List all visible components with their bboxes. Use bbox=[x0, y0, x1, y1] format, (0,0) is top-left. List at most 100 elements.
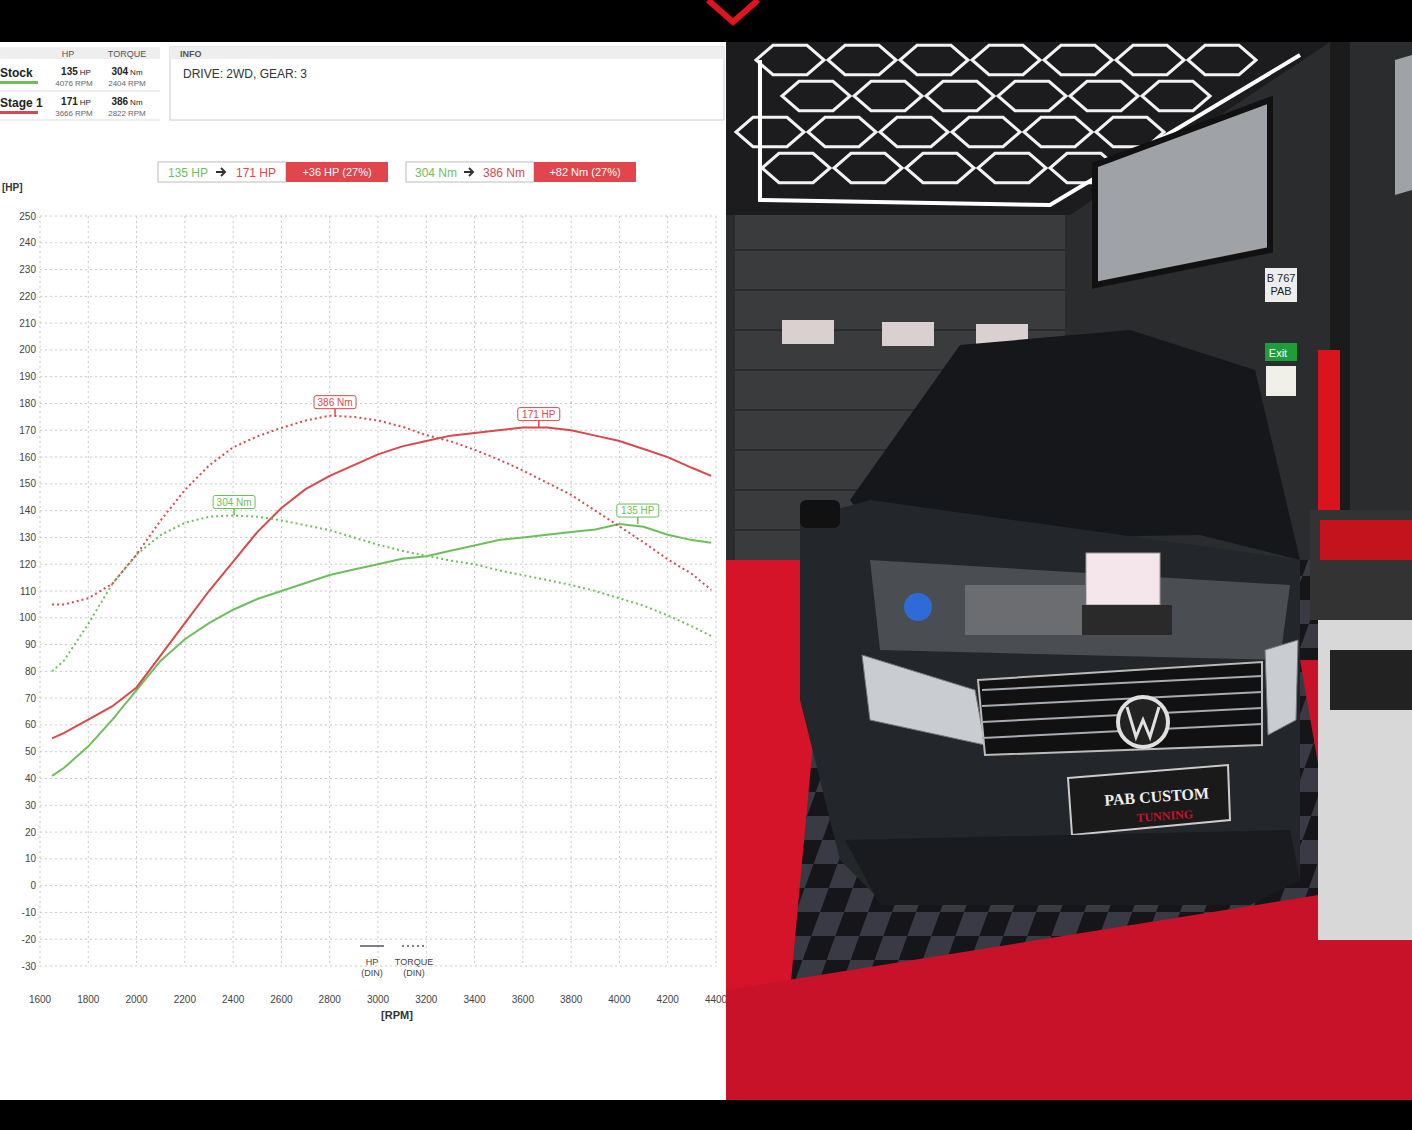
grid bbox=[40, 216, 716, 966]
x-tick-label: 3400 bbox=[463, 994, 486, 1005]
hex-light bbox=[808, 117, 876, 146]
table-unit: HP bbox=[80, 68, 91, 77]
hex-light bbox=[1044, 45, 1112, 74]
x-tick-label: 2600 bbox=[270, 994, 293, 1005]
annotation-label: 171 HP bbox=[522, 409, 556, 420]
table-divider bbox=[0, 120, 160, 121]
table-torque: 304Nm bbox=[111, 66, 142, 77]
grid-line bbox=[40, 430, 716, 431]
badge-to: 171 HP bbox=[236, 166, 276, 180]
grid-line bbox=[88, 216, 89, 966]
table-swatch bbox=[0, 81, 38, 84]
y-tick-label: 110 bbox=[20, 586, 36, 597]
y-tick-label: -10 bbox=[22, 907, 37, 918]
vw-logo bbox=[1118, 697, 1168, 747]
y-axis-label: [HP] bbox=[2, 182, 23, 193]
table-rpm: 2404RPM bbox=[108, 79, 146, 88]
hex-light bbox=[756, 45, 824, 74]
info-header-bg bbox=[170, 47, 724, 59]
x-tick-label: 1600 bbox=[29, 994, 52, 1005]
x-axis-label: [RPM] bbox=[381, 1009, 413, 1021]
poster bbox=[882, 322, 934, 346]
mirror bbox=[800, 500, 840, 528]
tool-case bbox=[1310, 510, 1412, 620]
hex-light bbox=[834, 153, 902, 182]
annotation-label: 386 Nm bbox=[318, 397, 353, 408]
hex-light bbox=[762, 153, 830, 182]
y-tick-label: 10 bbox=[25, 853, 37, 864]
y-tick-label: 130 bbox=[19, 532, 36, 543]
tool-case-red bbox=[1320, 520, 1412, 560]
grid-line bbox=[40, 778, 716, 779]
table-name: Stock bbox=[0, 66, 33, 80]
hex-light bbox=[1070, 81, 1138, 110]
grid-line bbox=[522, 216, 523, 966]
grid-line bbox=[378, 216, 379, 966]
engine-cover bbox=[965, 585, 1085, 635]
badge-from: 304 Nm bbox=[415, 166, 457, 180]
y-tick-label: 100 bbox=[19, 612, 36, 623]
plate bbox=[1068, 765, 1230, 835]
table-divider bbox=[0, 91, 160, 92]
annotation-pointer bbox=[233, 509, 235, 516]
grid-line bbox=[329, 216, 330, 966]
photo: B 767PABExitPAB CUSTOMTUNNING bbox=[726, 42, 1412, 1100]
headlight bbox=[1265, 640, 1298, 735]
hex-light bbox=[782, 81, 850, 110]
hex-light bbox=[972, 45, 1040, 74]
wall-sign bbox=[1265, 268, 1297, 302]
x-tick-label: 4200 bbox=[657, 994, 680, 1005]
wall-sign-text: B 767 bbox=[1267, 272, 1296, 284]
table-rpm-value: 2404 bbox=[108, 79, 126, 88]
laptop-base bbox=[1082, 605, 1172, 635]
grid-line bbox=[40, 403, 716, 404]
table-unit: Nm bbox=[130, 98, 143, 107]
table-unit: RPM bbox=[75, 109, 93, 118]
table-header: HP bbox=[62, 49, 75, 59]
exit-sign bbox=[1265, 343, 1297, 361]
coolant-cap bbox=[904, 593, 932, 621]
window bbox=[1095, 100, 1270, 285]
annotation-box bbox=[213, 496, 255, 509]
hex-light bbox=[880, 117, 948, 146]
hex-light bbox=[736, 117, 804, 146]
y-tick-label: -20 bbox=[22, 934, 37, 945]
table-unit: RPM bbox=[75, 79, 93, 88]
table-unit: RPM bbox=[128, 109, 146, 118]
badge-delta: +36 HP (27%) bbox=[302, 166, 371, 178]
legend-sample bbox=[402, 945, 426, 947]
hex-light bbox=[952, 117, 1020, 146]
hex-light bbox=[1142, 81, 1210, 110]
y-tick-label: 150 bbox=[19, 478, 36, 489]
y-tick-label: 240 bbox=[19, 237, 36, 248]
y-tick-label: 30 bbox=[25, 800, 37, 811]
series-line bbox=[52, 416, 711, 605]
chart-panel bbox=[0, 42, 726, 1100]
grille-bar bbox=[982, 676, 1262, 690]
info-title: INFO bbox=[180, 49, 202, 59]
annotation-box bbox=[518, 408, 560, 421]
table-hp: 171HP bbox=[61, 96, 91, 107]
wall-sign-text: PAB bbox=[1270, 285, 1291, 297]
grid-line bbox=[40, 269, 716, 270]
table-header-bg bbox=[0, 47, 160, 59]
x-tick-label: 3600 bbox=[512, 994, 535, 1005]
badge-arrow bbox=[464, 168, 473, 176]
annotation-box bbox=[314, 396, 356, 409]
hex-light bbox=[1024, 117, 1092, 146]
y-tick-label: 60 bbox=[25, 719, 37, 730]
x-tick-label: 2200 bbox=[174, 994, 197, 1005]
grid-line bbox=[40, 483, 716, 484]
headlight bbox=[862, 655, 985, 745]
info-box bbox=[170, 47, 724, 120]
legend-label: TORQUE bbox=[395, 957, 433, 967]
table-swatch bbox=[0, 111, 38, 114]
x-tick-label: 3800 bbox=[560, 994, 583, 1005]
plate-text: TUNNING bbox=[1136, 807, 1194, 825]
page: HPTORQUEStock135HP4076RPM304Nm2404RPMSta… bbox=[0, 0, 1412, 1130]
legend-label: HP bbox=[366, 957, 379, 967]
y-tick-label: -30 bbox=[22, 961, 37, 972]
x-tick-label: 3000 bbox=[367, 994, 390, 1005]
bumper bbox=[845, 830, 1300, 905]
badge-to: 386 Nm bbox=[483, 166, 525, 180]
